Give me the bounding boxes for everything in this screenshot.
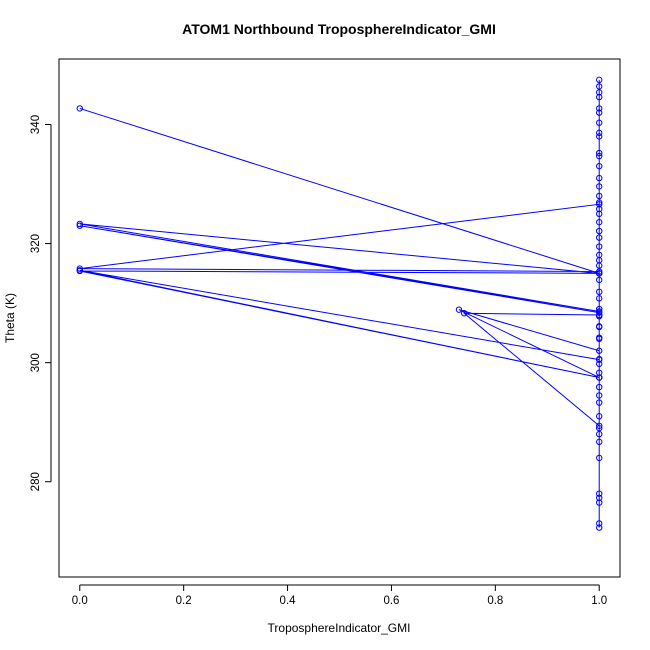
data-point bbox=[596, 454, 603, 462]
data-point bbox=[596, 430, 603, 438]
data-point bbox=[76, 220, 83, 228]
y-tick-label: 340 bbox=[30, 115, 42, 134]
data-point bbox=[76, 265, 83, 272]
data-point bbox=[76, 105, 83, 112]
data-point bbox=[596, 93, 603, 101]
x-tick-label: 0.2 bbox=[176, 595, 192, 607]
data-point bbox=[596, 309, 603, 316]
data-point bbox=[596, 210, 603, 218]
data-point bbox=[596, 234, 603, 241]
data-point bbox=[596, 262, 603, 269]
x-tick-label: 0.0 bbox=[72, 595, 88, 607]
data-point bbox=[596, 413, 603, 420]
x-tick-label: 1.0 bbox=[591, 595, 607, 607]
series-line bbox=[79, 79, 600, 528]
data-point bbox=[596, 311, 603, 319]
data-point bbox=[596, 129, 603, 137]
y-tick-label: 320 bbox=[30, 234, 42, 253]
data-point bbox=[596, 133, 603, 140]
data-point bbox=[596, 149, 603, 157]
data-point bbox=[596, 109, 603, 116]
data-point bbox=[596, 334, 603, 341]
data-point bbox=[596, 524, 603, 531]
data-point bbox=[596, 270, 603, 277]
data-point bbox=[596, 360, 603, 368]
data-point bbox=[596, 183, 603, 190]
data-point bbox=[596, 162, 603, 170]
data-point bbox=[596, 520, 603, 527]
data-point bbox=[596, 383, 603, 391]
data-point bbox=[596, 205, 603, 213]
data-point bbox=[76, 267, 83, 275]
data-point bbox=[596, 83, 603, 90]
data-point bbox=[455, 306, 463, 313]
data-point bbox=[460, 310, 468, 317]
data-point bbox=[596, 356, 603, 363]
x-tick-label: 0.6 bbox=[383, 595, 399, 607]
data-point bbox=[596, 369, 603, 376]
data-point bbox=[596, 288, 603, 295]
y-tick-label: 280 bbox=[30, 472, 42, 491]
data-point bbox=[596, 243, 603, 250]
y-axis: 280 300 320 340 bbox=[30, 115, 52, 491]
data-point bbox=[596, 268, 603, 275]
data-point bbox=[596, 438, 603, 446]
data-point bbox=[596, 276, 603, 284]
data-point bbox=[596, 399, 603, 406]
data-point bbox=[596, 152, 603, 160]
data-point bbox=[596, 295, 603, 302]
data-point bbox=[596, 227, 603, 235]
data-point bbox=[596, 499, 603, 506]
x-tick-label: 0.4 bbox=[280, 595, 297, 607]
x-tick-label: 0.8 bbox=[487, 595, 503, 607]
data-point bbox=[596, 89, 603, 96]
chart-title: ATOM1 Northbound TroposphereIndicator_GM… bbox=[182, 21, 496, 37]
data-point bbox=[596, 347, 603, 354]
data-point bbox=[596, 392, 603, 399]
y-axis-label: Theta (K) bbox=[3, 293, 17, 343]
data-point bbox=[76, 222, 83, 229]
plot-frame bbox=[58, 58, 621, 578]
data-point bbox=[596, 192, 603, 200]
x-axis: 0.0 0.2 0.4 0.6 0.8 1.0 bbox=[72, 584, 607, 607]
x-axis-label: TroposphereIndicator_GMI bbox=[268, 621, 411, 635]
data-point bbox=[596, 374, 603, 381]
data-point bbox=[596, 199, 603, 206]
data-point bbox=[596, 76, 603, 84]
data-point bbox=[596, 218, 603, 226]
data-point bbox=[596, 424, 603, 432]
y-tick-label: 300 bbox=[30, 353, 42, 372]
data-point bbox=[596, 494, 603, 502]
data-point bbox=[596, 323, 603, 331]
data-point bbox=[596, 119, 603, 126]
data-point bbox=[596, 305, 603, 313]
data-point bbox=[596, 105, 603, 112]
data-point bbox=[596, 490, 603, 497]
series-layer bbox=[76, 76, 603, 531]
data-point bbox=[596, 201, 603, 208]
data-point bbox=[596, 174, 603, 182]
data-point bbox=[596, 422, 603, 429]
